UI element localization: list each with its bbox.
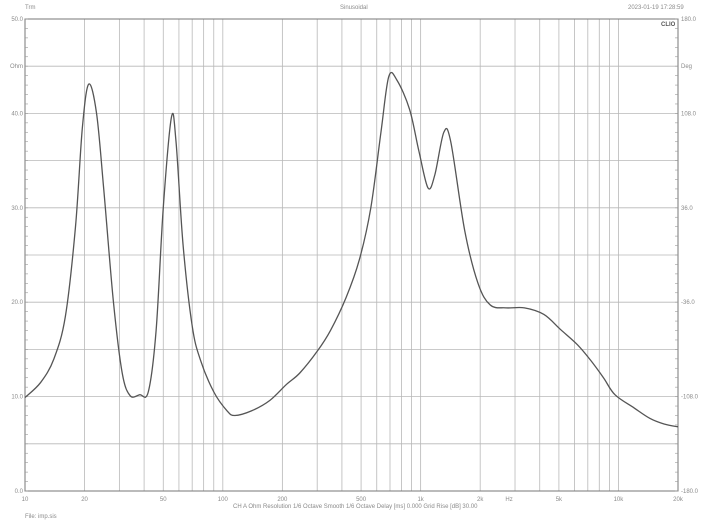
y-tick-label: 10.0 [11,395,23,401]
x-tick-label: 10k [614,497,625,503]
timestamp: 2023-01-19 17:28:59 [628,5,684,11]
chart-title: Sinusoidal [340,5,368,11]
y2-tick-label: -180.0 [681,489,699,495]
y2-tick-label: Deg [681,64,692,70]
brand-logo: CLIO [661,22,676,28]
x-tick-label: 500 [356,497,367,503]
y2-tick-label: 36.0 [681,206,693,212]
y2-tick-label: 108.0 [681,111,697,117]
file-name: File: imp.sis [25,514,57,520]
y-tick-label: 50.0 [11,17,23,23]
x-tick-label: Hz [505,497,512,503]
y-tick-label: 30.0 [11,206,23,212]
y2-tick-label: 180.0 [681,17,697,23]
x-tick-label: 50 [160,497,167,503]
y-tick-label: 40.0 [11,111,23,117]
y-tick-label: Ohm [10,64,23,70]
x-tick-label: 20k [673,497,684,503]
impedance-curve [24,71,679,428]
x-tick-label: 1k [417,497,424,503]
x-tick-label: 200 [277,497,288,503]
header-left-label: Trm [25,5,36,11]
y-tick-label: 0.0 [15,489,24,495]
x-tick-label: 10 [22,497,29,503]
x-tick-label: 20 [81,497,88,503]
settings-readout: CH A Ohm Resolution 1/6 Octave Smooth 1/… [233,504,478,510]
y-tick-label: 20.0 [11,300,23,306]
y2-tick-label: -108.0 [681,395,699,401]
x-tick-label: 100 [218,497,229,503]
x-tick-label: 5k [556,497,563,503]
y2-tick-label: -36.0 [681,300,695,306]
x-tick-label: 2k [477,497,484,503]
